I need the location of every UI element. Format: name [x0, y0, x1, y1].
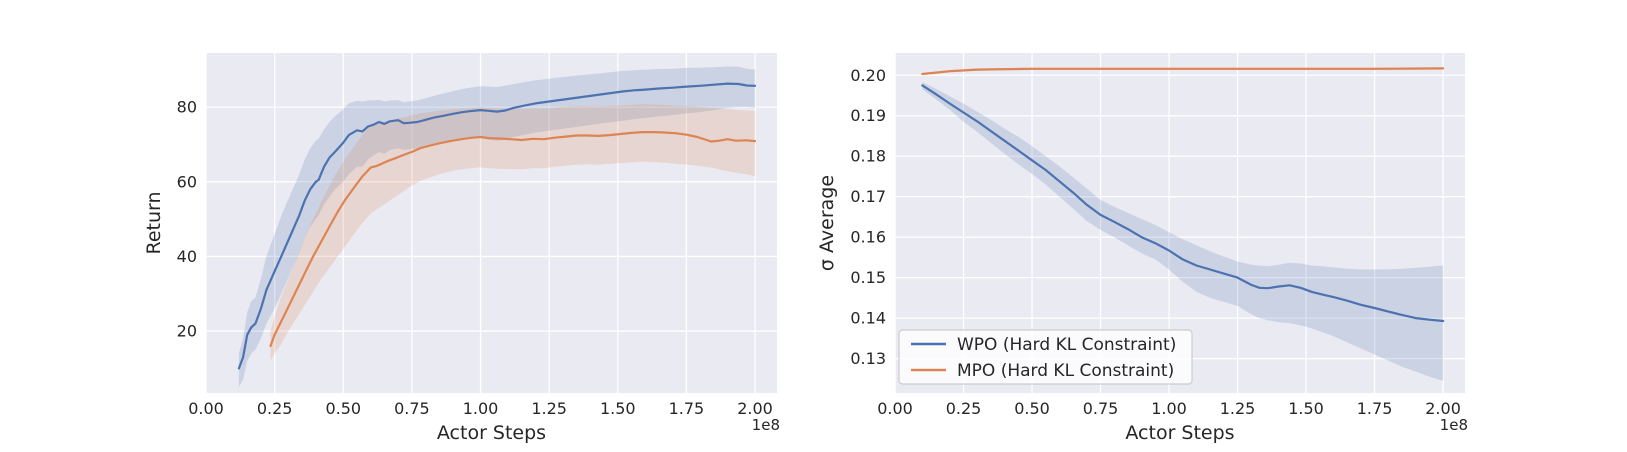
y-tick-label: 0.17	[850, 187, 886, 206]
series-line	[921, 67, 1445, 76]
x-axis-offset-label: 1e8	[752, 416, 780, 434]
y-axis-label: σ Average	[816, 175, 838, 271]
x-tick-label: 1.25	[531, 399, 567, 418]
legend-entry-label: WPO (Hard KL Constraint)	[957, 335, 1176, 355]
x-tick-label: 1.50	[1288, 399, 1324, 418]
confidence-band	[922, 82, 1444, 381]
plot-background	[206, 53, 777, 393]
x-tick-label: 0.00	[188, 399, 224, 418]
x-tick-label: 1.50	[600, 399, 636, 418]
y-axis-label: Return	[143, 191, 165, 254]
y-tick-label: 40	[177, 247, 197, 266]
x-tick-label: 1.00	[1151, 399, 1187, 418]
x-tick-label: 1.00	[463, 399, 499, 418]
x-axis-offset-label: 1e8	[1440, 416, 1468, 434]
y-tick-label: 0.20	[850, 66, 886, 85]
y-tick-label: 0.14	[850, 309, 886, 328]
sigma-average-chart: 0.00 0.25 0.50 0.75 1.00 1.25 1.50 1.75 2.00 0.13…	[816, 53, 1468, 444]
series-line	[237, 82, 757, 370]
y-tick-label: 80	[177, 98, 197, 117]
y-tick-label: 20	[177, 322, 197, 341]
x-tick-label: 0.75	[394, 399, 430, 418]
x-tick-label: 0.25	[946, 399, 982, 418]
x-axis-label: Actor Steps	[1125, 422, 1234, 444]
x-tick-label: 0.00	[877, 399, 913, 418]
x-tick-label: 1.75	[1357, 399, 1393, 418]
y-tick-label: 0.15	[850, 268, 886, 287]
x-tick-label: 1.75	[669, 399, 705, 418]
confidence-band	[238, 66, 755, 388]
return-chart: 0.00 0.25 0.50 0.75 1.00 1.25 1.50 1.75 2.00 20 40…	[143, 53, 780, 444]
y-tick-label: 0.19	[850, 106, 886, 125]
x-tick-label: 2.00	[1425, 399, 1461, 418]
legend: WPO (Hard KL Constraint) MPO (Hard KL Con…	[898, 329, 1193, 385]
legend-box	[898, 329, 1193, 385]
series-line	[269, 131, 757, 348]
x-tick-label: 1.25	[1220, 399, 1256, 418]
confidence-band	[270, 104, 755, 361]
y-tick-label: 0.18	[850, 147, 886, 166]
y-tick-label: 0.16	[850, 228, 886, 247]
y-tick-label: 0.13	[850, 349, 886, 368]
x-tick-label: 0.25	[257, 399, 293, 418]
x-tick-label: 0.50	[1014, 399, 1050, 418]
x-axis-label: Actor Steps	[437, 422, 546, 444]
y-tick-label: 60	[177, 172, 197, 191]
x-tick-label: 0.75	[1083, 399, 1119, 418]
x-tick-label: 2.00	[737, 399, 773, 418]
legend-entry-label: MPO (Hard KL Constraint)	[957, 361, 1174, 381]
series-line	[921, 84, 1445, 323]
x-tick-label: 0.50	[325, 399, 361, 418]
